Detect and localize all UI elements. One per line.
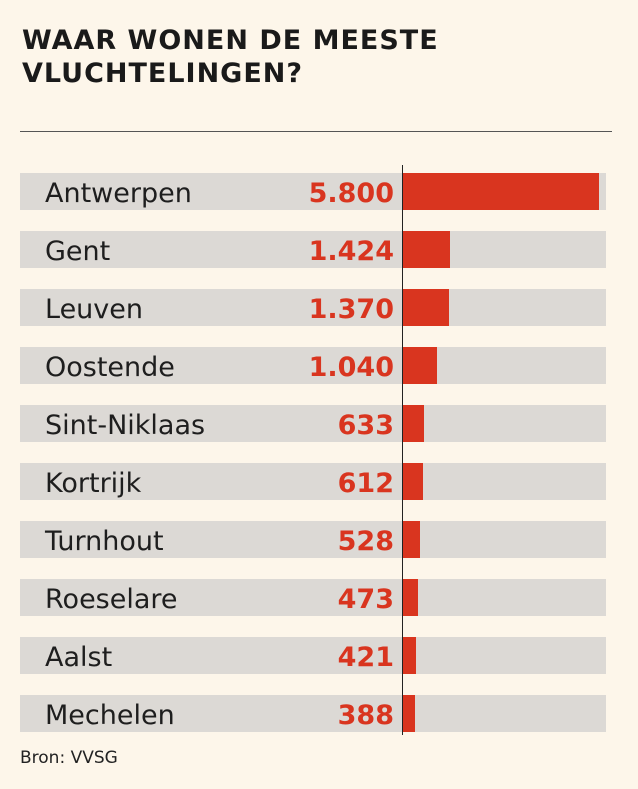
bar	[402, 463, 423, 500]
bar-row: Sint-Niklaas 633	[20, 405, 606, 442]
bar-row: Roeselare 473	[20, 579, 606, 616]
category-label: Aalst	[45, 642, 113, 673]
bar-row: Antwerpen 5.800	[20, 173, 606, 210]
bar	[402, 695, 416, 732]
category-label: Antwerpen	[45, 178, 192, 209]
category-label: Mechelen	[45, 700, 175, 731]
data-label: 1.424	[308, 236, 394, 267]
category-label: Sint-Niklaas	[45, 410, 206, 441]
data-label: 388	[337, 700, 394, 731]
bar-row: Oostende 1.040	[20, 347, 606, 384]
category-label: Kortrijk	[45, 468, 142, 499]
bar-row: Turnhout 528	[20, 521, 606, 558]
bar-row: Aalst 421	[20, 637, 606, 674]
data-label: 5.800	[308, 178, 394, 209]
data-label: 612	[337, 468, 394, 499]
bar	[402, 579, 419, 616]
category-label: Leuven	[45, 294, 143, 325]
category-label: Turnhout	[45, 526, 164, 557]
bar	[402, 347, 438, 384]
data-label: 473	[337, 584, 394, 615]
source-note: Bron: VVSG	[20, 748, 118, 768]
data-label: 1.370	[308, 294, 394, 325]
bar-row: Gent 1.424	[20, 231, 606, 268]
data-label: 421	[337, 642, 394, 673]
title-divider	[20, 131, 612, 132]
bar	[402, 231, 451, 268]
bar-row: Leuven 1.370	[20, 289, 606, 326]
bar	[402, 637, 417, 674]
category-label: Roeselare	[45, 584, 178, 615]
bar	[402, 289, 449, 326]
bar-row: Kortrijk 612	[20, 463, 606, 500]
category-label: Gent	[45, 236, 111, 267]
axis-line	[402, 165, 403, 735]
data-label: 528	[337, 526, 394, 557]
chart-title: WAAR WONEN DE MEESTE VLUCHTELINGEN?	[22, 25, 439, 89]
category-label: Oostende	[45, 352, 175, 383]
data-label: 1.040	[308, 352, 394, 383]
bar	[402, 521, 420, 558]
bar-row: Mechelen 388	[20, 695, 606, 732]
bar	[402, 405, 424, 442]
data-label: 633	[337, 410, 394, 441]
bar	[402, 173, 599, 210]
